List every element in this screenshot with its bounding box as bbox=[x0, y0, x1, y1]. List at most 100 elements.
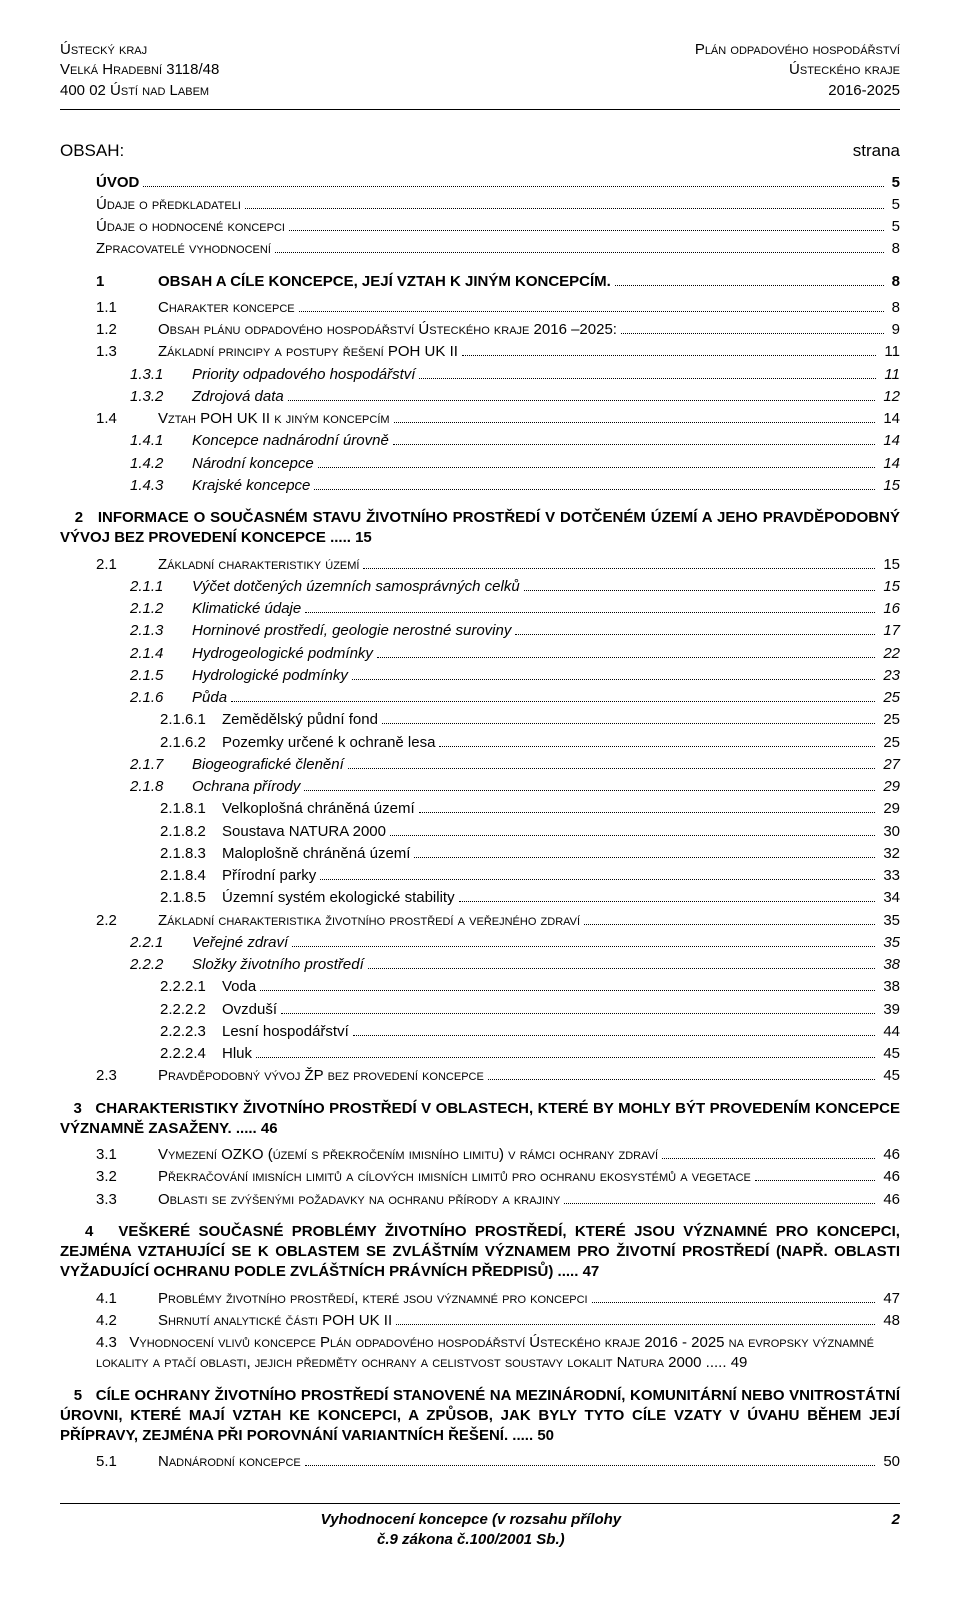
toc-page: 5 bbox=[888, 173, 900, 193]
header-left-line: Ústecký kraj bbox=[60, 40, 219, 60]
toc-number: 1.4 bbox=[96, 409, 158, 429]
toc-leader bbox=[260, 981, 875, 991]
toc-page: 8 bbox=[888, 239, 900, 259]
toc-label-obsah: OBSAH: bbox=[60, 140, 124, 163]
toc-entry: 2.1.7Biogeografické členění27 bbox=[60, 755, 900, 775]
toc-leader bbox=[320, 870, 875, 880]
toc-page: 50 bbox=[879, 1452, 900, 1472]
toc-page: 15 bbox=[879, 476, 900, 496]
toc-label: Obsah plánu odpadového hospodářství Úste… bbox=[158, 320, 617, 340]
toc-entry: 1.4.3Krajské koncepce15 bbox=[60, 476, 900, 496]
toc-leader bbox=[515, 625, 875, 635]
toc-number: 5 bbox=[60, 1387, 96, 1404]
toc-entry: 4.2Shrnutí analytické části POH UK II48 bbox=[60, 1311, 900, 1331]
toc-label: Klimatické údaje bbox=[192, 599, 301, 619]
toc-heading: 4.3 Vyhodnocení vlivů koncepce Plán odpa… bbox=[60, 1333, 900, 1374]
toc-number: 2.3 bbox=[96, 1066, 158, 1086]
toc-number: 2.2.1 bbox=[130, 933, 192, 953]
toc-page: 46 bbox=[261, 1120, 278, 1137]
toc-entry: 2.1.8.4Přírodní parky33 bbox=[60, 866, 900, 886]
toc-page: 25 bbox=[879, 710, 900, 730]
toc-number: 2.2.2 bbox=[130, 955, 192, 975]
toc-leader bbox=[396, 1315, 875, 1325]
toc-entry: 2.1.8.3Maloplošně chráněná území32 bbox=[60, 844, 900, 864]
toc-label: Vyhodnocení vlivů koncepce Plán odpadové… bbox=[96, 1334, 874, 1371]
toc-page: 35 bbox=[879, 933, 900, 953]
toc-label: Ovzduší bbox=[222, 1000, 277, 1020]
toc-page: 8 bbox=[888, 298, 900, 318]
toc-leader bbox=[592, 1293, 876, 1303]
toc-leader bbox=[318, 458, 876, 468]
toc-number: 4.1 bbox=[96, 1289, 158, 1309]
toc-page: 22 bbox=[879, 644, 900, 664]
toc-number: 3 bbox=[60, 1100, 95, 1117]
toc-leader: ..... bbox=[553, 1263, 582, 1280]
toc-label: Veřejné zdraví bbox=[192, 933, 288, 953]
toc-entry: 2.3Pravděpodobný vývoj ŽP bez provedení … bbox=[60, 1066, 900, 1086]
toc-label: Údaje o předkladateli bbox=[96, 195, 241, 215]
toc-heading-inner: 4 VEŠKERÉ SOUČASNÉ PROBLÉMY ŽIVOTNÍHO PR… bbox=[60, 1223, 900, 1281]
toc-number: 2.1.8.1 bbox=[160, 799, 222, 819]
toc-entry: 2.1.8.1Velkoplošná chráněná území29 bbox=[60, 799, 900, 819]
toc-leader bbox=[305, 1456, 876, 1466]
toc-leader bbox=[231, 692, 875, 702]
toc-page: 15 bbox=[355, 529, 372, 546]
toc-entry: 2.1.6.2Pozemky určené k ochraně lesa25 bbox=[60, 733, 900, 753]
toc-entry: 2.2.2.3Lesní hospodářství44 bbox=[60, 1022, 900, 1042]
toc-leader bbox=[289, 221, 884, 231]
toc-entry: 3.1Vymezení OZKO (území s překročením im… bbox=[60, 1145, 900, 1165]
header-right-line: 2016-2025 bbox=[695, 81, 900, 101]
toc-leader bbox=[488, 1070, 875, 1080]
toc-heading-inner: 4.3 Vyhodnocení vlivů koncepce Plán odpa… bbox=[96, 1334, 874, 1371]
toc-entry: 1OBSAH A CÍLE KONCEPCE, JEJÍ VZTAH K JIN… bbox=[60, 272, 900, 292]
toc-number: 2.1.8.3 bbox=[160, 844, 222, 864]
toc-entry: 1.4Vztah POH UK II k jiným koncepcím14 bbox=[60, 409, 900, 429]
header-right: Plán odpadového hospodářství Ústeckého k… bbox=[695, 40, 900, 101]
toc-entry: 2.2.2.2Ovzduší39 bbox=[60, 1000, 900, 1020]
toc-number: 1 bbox=[96, 272, 158, 292]
toc-number: 2.2.2.4 bbox=[160, 1044, 222, 1064]
toc-number: 3.3 bbox=[96, 1190, 158, 1210]
toc-tail: ..... 47 bbox=[553, 1263, 599, 1280]
toc-page: 46 bbox=[879, 1145, 900, 1165]
toc-tail: ..... 49 bbox=[702, 1354, 748, 1371]
toc-number: 2.1.8 bbox=[130, 777, 192, 797]
toc-label: VEŠKERÉ SOUČASNÉ PROBLÉMY ŽIVOTNÍHO PROS… bbox=[60, 1223, 900, 1281]
toc-leader bbox=[615, 276, 884, 286]
toc-leader bbox=[288, 391, 876, 401]
toc-leader bbox=[314, 480, 875, 490]
toc-page: 32 bbox=[879, 844, 900, 864]
toc-entry: 2.1.3Horninové prostředí, geologie neros… bbox=[60, 621, 900, 641]
toc-number: 2.1.2 bbox=[130, 599, 192, 619]
toc-heading: 2 INFORMACE O SOUČASNÉM STAVU ŽIVOTNÍHO … bbox=[60, 508, 900, 549]
toc-number: 2 bbox=[60, 509, 98, 526]
toc-label: Zdrojová data bbox=[192, 387, 284, 407]
toc-number: 4.2 bbox=[96, 1311, 158, 1331]
toc-label: Pravděpodobný vývoj ŽP bez provedení kon… bbox=[158, 1066, 484, 1086]
toc-label: Lesní hospodářství bbox=[222, 1022, 349, 1042]
toc-page: 12 bbox=[879, 387, 900, 407]
toc-leader bbox=[256, 1048, 875, 1058]
toc-entry: 1.4.1Koncepce nadnárodní úrovně14 bbox=[60, 431, 900, 451]
toc-number: 2.1.6.1 bbox=[160, 710, 222, 730]
toc-number: 2.2 bbox=[96, 911, 158, 931]
toc-leader bbox=[584, 915, 875, 925]
toc-number: 2.1.6 bbox=[130, 688, 192, 708]
toc-page: 15 bbox=[879, 577, 900, 597]
toc-number: 1.3 bbox=[96, 342, 158, 362]
toc-page: 39 bbox=[879, 1000, 900, 1020]
toc-label-strana: strana bbox=[853, 140, 900, 163]
toc-page: 23 bbox=[879, 666, 900, 686]
toc-entry: 1.1Charakter koncepce8 bbox=[60, 298, 900, 318]
toc-number: 2.1.1 bbox=[130, 577, 192, 597]
toc-page: 29 bbox=[879, 777, 900, 797]
toc-number: 4 bbox=[60, 1223, 118, 1240]
toc-label: Charakter koncepce bbox=[158, 298, 295, 318]
toc-number: 5.1 bbox=[96, 1452, 158, 1472]
toc-entry: 2.1.6.1Zemědělský půdní fond25 bbox=[60, 710, 900, 730]
toc-number: 2.1.8.5 bbox=[160, 888, 222, 908]
toc-label: Koncepce nadnárodní úrovně bbox=[192, 431, 389, 451]
toc-number: 4.3 bbox=[96, 1334, 129, 1351]
toc-entry: 2.1Základní charakteristiky území15 bbox=[60, 555, 900, 575]
toc-entry: 4.1Problémy životního prostředí, které j… bbox=[60, 1289, 900, 1309]
